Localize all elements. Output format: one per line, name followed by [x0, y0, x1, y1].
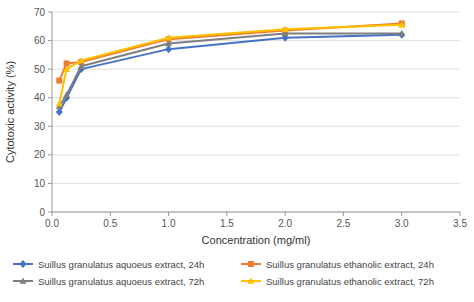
y-axis	[52, 12, 53, 212]
tick-label: 70	[34, 7, 46, 18]
legend-marker	[248, 278, 255, 284]
legend-label: Suillus granulatus ethanolic extract, 72…	[266, 276, 434, 287]
tick-mark	[48, 212, 52, 213]
series	[56, 31, 405, 116]
tick-label: 10	[34, 178, 46, 189]
point	[63, 66, 70, 72]
legend-marker	[20, 278, 27, 284]
series	[56, 30, 405, 109]
point	[165, 34, 172, 40]
legend-label: Suillus granulatus aquoeus extract, 72h	[38, 276, 204, 287]
tick-label: 2.0	[278, 218, 292, 229]
tick-mark	[226, 212, 227, 216]
tick-label: 60	[34, 35, 46, 46]
line	[59, 35, 401, 112]
chart: 0 10 20 30 40 50 60 70 0.0 0.5 1.0 1.5 2.0 2.5 3.0 3.5 C…	[0, 0, 474, 302]
line	[59, 25, 401, 104]
grid-line	[52, 212, 460, 213]
x-axis-label: Concentration (mg/ml)	[202, 234, 311, 246]
point	[64, 60, 70, 66]
point	[398, 21, 405, 27]
tick-mark	[52, 212, 53, 216]
point	[165, 40, 172, 46]
grid-line	[52, 69, 460, 70]
tick-label: 3.5	[453, 218, 467, 229]
tick-mark	[48, 126, 52, 127]
point	[78, 63, 85, 69]
grid-line	[52, 12, 460, 13]
x-axis	[52, 212, 460, 213]
tick-label: 0.5	[103, 218, 117, 229]
tick-mark	[48, 154, 52, 155]
tick-mark	[401, 212, 402, 216]
tick-mark	[343, 212, 344, 216]
legend-label: Suillus granulatus ethanolic extract, 24…	[266, 259, 434, 270]
tick-mark	[110, 212, 111, 216]
tick-label: 30	[34, 121, 46, 132]
point	[398, 30, 405, 36]
tick-mark	[48, 183, 52, 184]
point	[282, 26, 289, 32]
tick-label: 3.0	[395, 218, 409, 229]
grid-line	[52, 154, 460, 155]
y-axis-label: Cytotoxic activity (%)	[4, 61, 16, 163]
tick-mark	[48, 97, 52, 98]
line	[59, 33, 401, 106]
tick-mark	[48, 12, 52, 13]
legend-marker	[20, 260, 27, 268]
tick-mark	[48, 69, 52, 70]
grid-line	[52, 97, 460, 98]
tick-label: 0.0	[45, 218, 59, 229]
legend-marker	[248, 261, 254, 267]
point	[398, 31, 405, 39]
legend-label: Suillus granulatus aquoeus extract, 24h	[38, 259, 204, 270]
grid-line	[52, 183, 460, 184]
point	[165, 45, 172, 53]
legend: Suillus granulatus aquoeus extract, 24h S…	[13, 259, 434, 287]
point	[78, 57, 85, 63]
tick-mark	[168, 212, 169, 216]
point	[63, 91, 70, 97]
grid-line	[52, 126, 460, 127]
tick-label: 20	[34, 149, 46, 160]
tick-label: 40	[34, 92, 46, 103]
tick-label: 0	[39, 207, 45, 218]
tick-label: 1.0	[162, 218, 176, 229]
point	[56, 100, 63, 106]
tick-label: 1.5	[220, 218, 234, 229]
plot-area	[56, 20, 405, 116]
tick-mark	[285, 212, 286, 216]
series	[56, 21, 405, 106]
tick-mark	[48, 40, 52, 41]
point	[56, 78, 62, 84]
tick-label: 50	[34, 64, 46, 75]
tick-mark	[460, 212, 461, 216]
series	[56, 20, 404, 83]
tick-label: 2.5	[336, 218, 350, 229]
point	[56, 108, 63, 116]
